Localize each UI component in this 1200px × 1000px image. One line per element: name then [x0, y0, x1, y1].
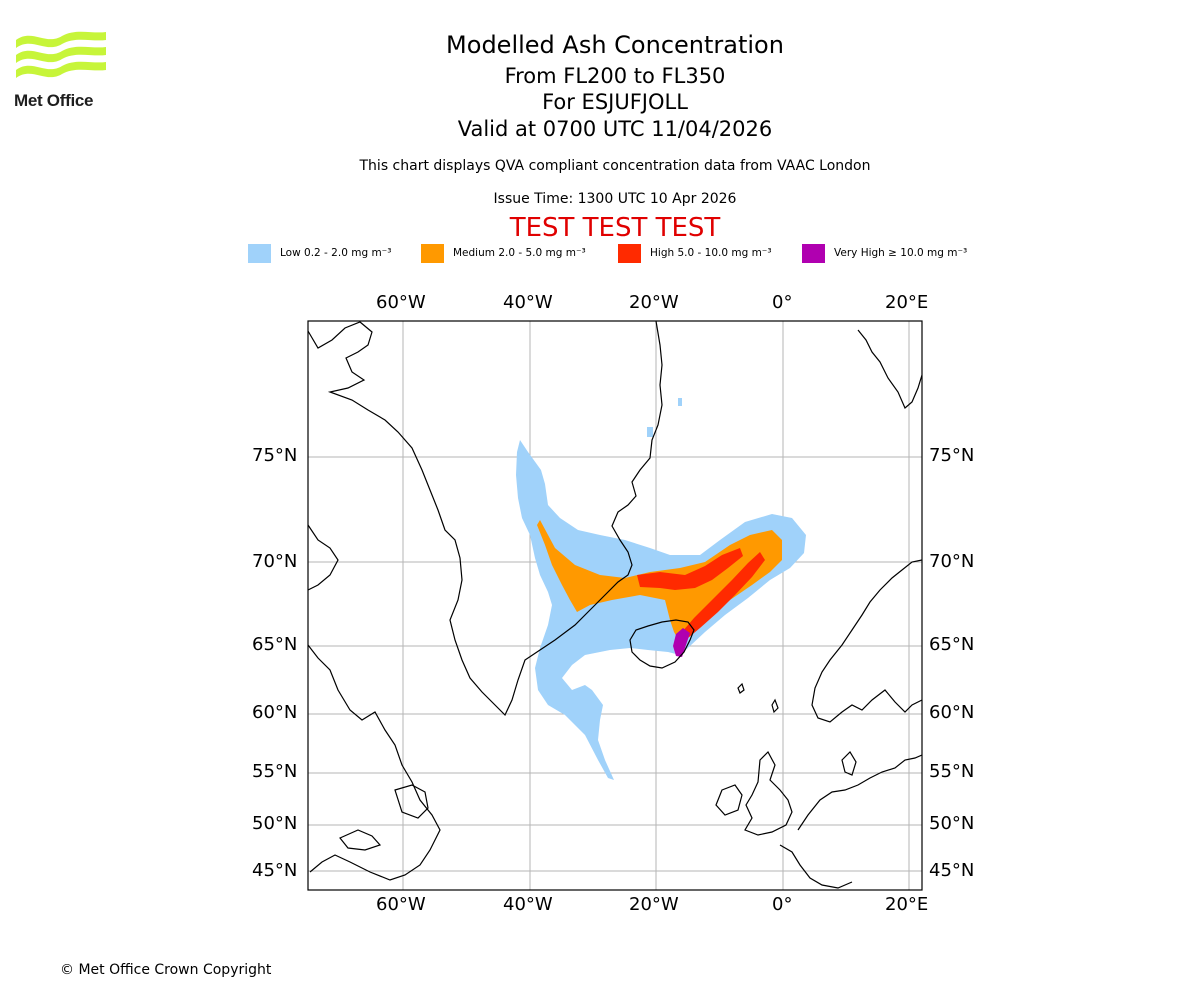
- lat-label-right-45n: 45°N: [929, 860, 975, 881]
- coastlines: [308, 321, 922, 889]
- copyright: © Met Office Crown Copyright: [60, 962, 272, 978]
- lat-label-right-60n: 60°N: [929, 702, 975, 723]
- chart-title: Modelled Ash Concentration: [446, 31, 784, 59]
- ash-area-high-2: [682, 552, 765, 638]
- lon-label-bottom-20e: 20°E: [885, 894, 929, 915]
- coast-greenland: [308, 321, 663, 717]
- coast-shetland: [771, 698, 779, 714]
- coast-norway: [811, 559, 922, 723]
- legend-label-low: Low 0.2 - 2.0 mg m⁻³: [280, 247, 392, 259]
- coast-nova-scotia: [339, 829, 382, 851]
- ash-area-high: [637, 548, 743, 590]
- coast-svalbard: [857, 329, 922, 409]
- coast-denmark: [841, 751, 857, 776]
- legend-swatch-very-high: [802, 244, 825, 263]
- legend-swatch-high: [618, 244, 641, 263]
- volcano-name: For ESJUFJOLL: [542, 90, 688, 114]
- lon-label-top-20e: 20°E: [885, 292, 929, 313]
- coast-faroe: [737, 682, 745, 694]
- coast-canada: [308, 524, 339, 591]
- lon-label-bottom-20w: 20°W: [629, 894, 679, 915]
- ash-patch-2: [647, 427, 653, 437]
- lat-label-right-55n: 55°N: [929, 761, 975, 782]
- lon-label-top-20w: 20°W: [629, 292, 679, 313]
- lon-label-bottom-0: 0°: [772, 894, 793, 915]
- met-office-logo: Met Office: [14, 30, 108, 114]
- met-office-waves-icon: [16, 31, 106, 78]
- lat-label-left-55n: 55°N: [252, 761, 298, 782]
- valid-time: Valid at 0700 UTC 11/04/2026: [457, 117, 773, 141]
- lat-label-left-65n: 65°N: [252, 634, 298, 655]
- lat-label-left-75n: 75°N: [252, 445, 298, 466]
- coast-iceland: [629, 619, 695, 669]
- legend-label-medium: Medium 2.0 - 5.0 mg m⁻³: [453, 247, 586, 259]
- ash-patch-1: [678, 398, 682, 406]
- logo-text: Met Office: [14, 91, 94, 110]
- legend-label-high: High 5.0 - 10.0 mg m⁻³: [650, 247, 772, 259]
- lon-label-top-40w: 40°W: [503, 292, 553, 313]
- lat-label-right-50n: 50°N: [929, 813, 975, 834]
- test-banner: TEST TEST TEST: [509, 213, 721, 243]
- coast-newfoundland: [394, 784, 429, 819]
- coast-france-spain: [779, 844, 853, 889]
- lat-label-left-70n: 70°N: [252, 551, 298, 572]
- coast-great-britain: [744, 751, 793, 836]
- ash-area-very-high: [673, 628, 690, 657]
- lon-label-bottom-60w: 60°W: [376, 894, 426, 915]
- legend-swatch-low: [248, 244, 271, 263]
- coast-labrador: [308, 644, 441, 881]
- lat-label-right-65n: 65°N: [929, 634, 975, 655]
- lat-label-right-75n: 75°N: [929, 445, 975, 466]
- lon-label-top-0: 0°: [772, 292, 793, 313]
- coast-ireland: [715, 784, 743, 816]
- lat-label-left-60n: 60°N: [252, 702, 298, 723]
- ash-area-low: [516, 440, 806, 780]
- lat-label-left-50n: 50°N: [252, 813, 298, 834]
- lat-label-right-70n: 70°N: [929, 551, 975, 572]
- lon-label-bottom-40w: 40°W: [503, 894, 553, 915]
- coast-europe: [797, 754, 922, 831]
- issue-time: Issue Time: 1300 UTC 10 Apr 2026: [493, 191, 737, 207]
- chart-description: This chart displays QVA compliant concen…: [359, 158, 871, 174]
- lon-label-top-60w: 60°W: [376, 292, 426, 313]
- flight-levels: From FL200 to FL350: [504, 64, 726, 88]
- legend-swatch-medium: [421, 244, 444, 263]
- legend-label-very-high: Very High ≥ 10.0 mg m⁻³: [834, 247, 968, 259]
- lat-label-left-45n: 45°N: [252, 860, 298, 881]
- map-frame: [307, 320, 923, 891]
